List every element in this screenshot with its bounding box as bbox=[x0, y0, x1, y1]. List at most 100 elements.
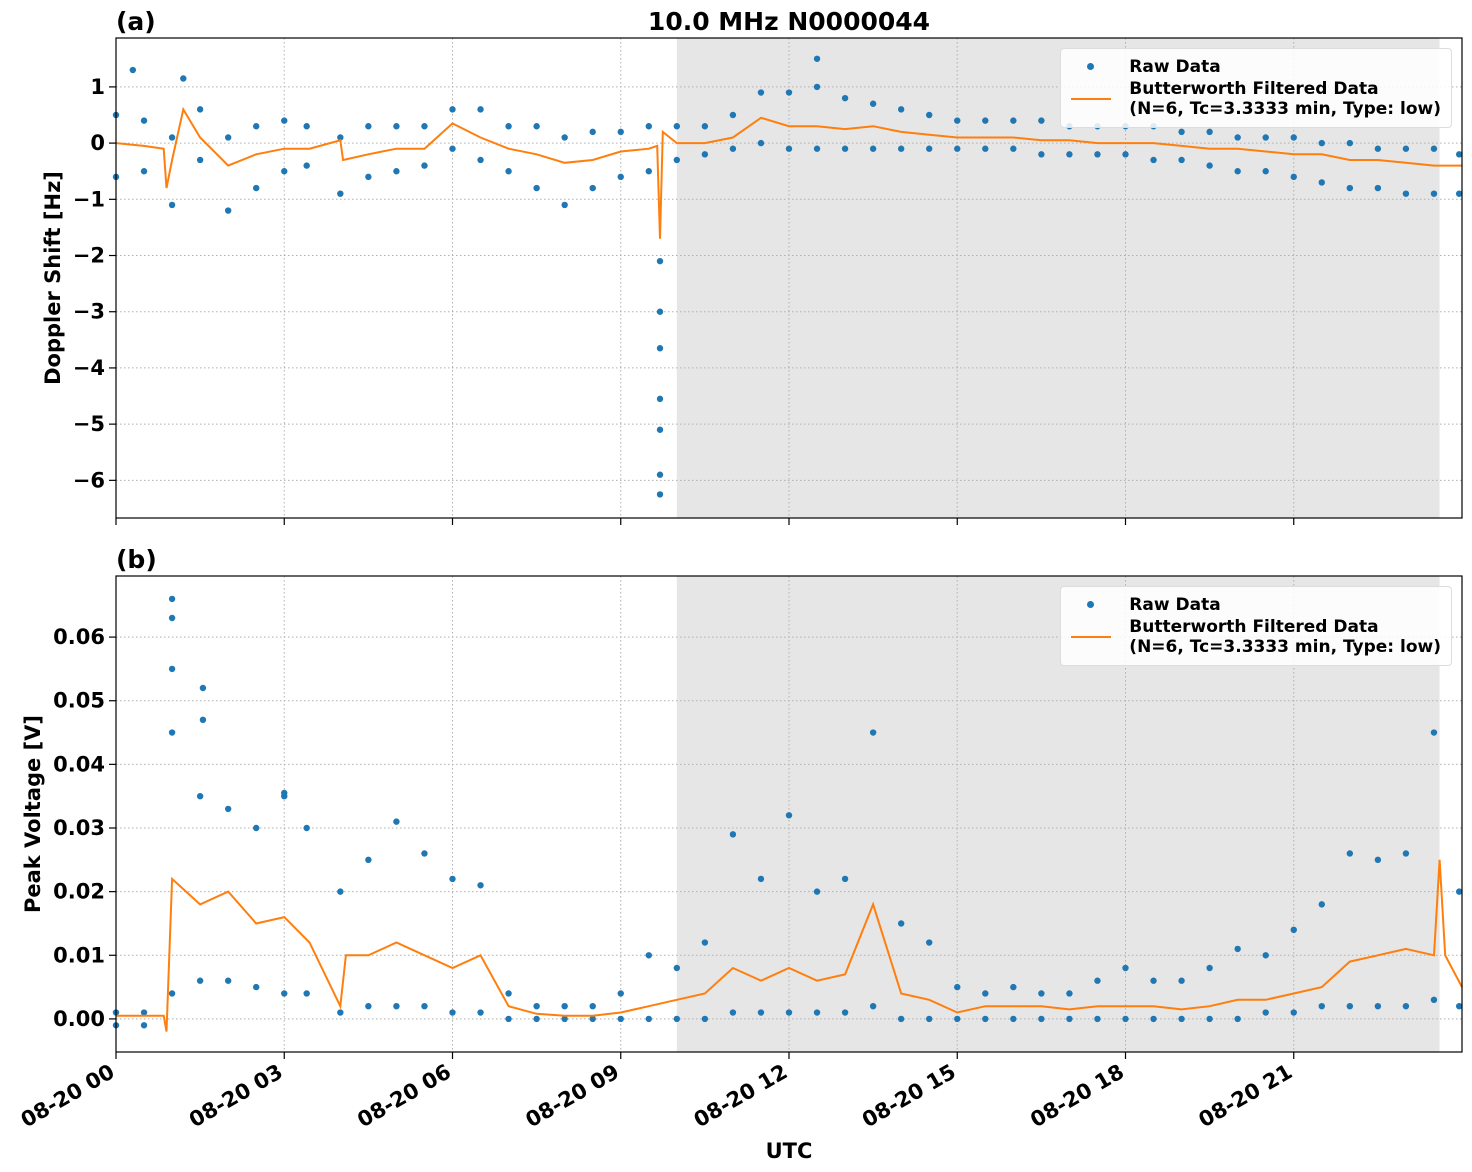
raw-point bbox=[701, 939, 709, 946]
raw-point bbox=[926, 939, 933, 946]
raw-point bbox=[1206, 964, 1213, 972]
raw-point bbox=[533, 184, 540, 192]
legend: Raw Data Butterworth Filtered Data (N=6, … bbox=[1060, 48, 1452, 128]
raw-point bbox=[1318, 179, 1325, 186]
raw-point bbox=[982, 117, 989, 124]
raw-point bbox=[1430, 145, 1438, 152]
raw-point bbox=[477, 106, 484, 113]
raw-point bbox=[365, 173, 372, 181]
y-tick-label: −1 bbox=[73, 187, 105, 211]
raw-point bbox=[365, 1002, 372, 1010]
raw-point bbox=[1234, 134, 1241, 141]
raw-point bbox=[253, 184, 260, 192]
raw-point bbox=[954, 145, 961, 152]
raw-point bbox=[533, 1015, 540, 1023]
x-tick-label: 08-20 03 bbox=[185, 1060, 287, 1133]
raw-point bbox=[180, 75, 187, 82]
raw-point bbox=[757, 139, 765, 147]
legend-entry: Butterworth Filtered Data (N=6, Tc=3.333… bbox=[1071, 79, 1441, 119]
raw-point bbox=[1122, 151, 1129, 158]
filtered-line bbox=[115, 106, 1462, 239]
raw-point bbox=[533, 1002, 540, 1010]
raw-point bbox=[1262, 134, 1269, 141]
raw-point bbox=[841, 1009, 849, 1016]
raw-point bbox=[589, 1015, 596, 1023]
raw-point bbox=[617, 1015, 624, 1023]
legend-key bbox=[1071, 57, 1111, 77]
raw-point bbox=[505, 990, 512, 997]
chart-title: 10.0 MHz N0000044 bbox=[648, 7, 930, 36]
raw-point bbox=[168, 134, 176, 141]
raw-point bbox=[1010, 1015, 1017, 1023]
raw-point bbox=[701, 123, 709, 130]
raw-point bbox=[393, 123, 400, 130]
y-tick-label: 0.02 bbox=[53, 880, 105, 904]
raw-point bbox=[1402, 1002, 1410, 1010]
raw-point bbox=[1178, 977, 1185, 984]
raw-point bbox=[337, 888, 344, 895]
legend-entry: Butterworth Filtered Data (N=6, Tc=3.333… bbox=[1071, 617, 1441, 657]
raw-point bbox=[337, 190, 344, 197]
raw-point bbox=[168, 614, 176, 622]
raw-point bbox=[1430, 996, 1438, 1004]
raw-point bbox=[869, 100, 877, 107]
raw-point bbox=[1262, 168, 1269, 175]
raw-point bbox=[1455, 190, 1463, 197]
raw-point bbox=[168, 665, 176, 673]
raw-point bbox=[168, 595, 176, 603]
raw-point bbox=[673, 156, 681, 164]
raw-point bbox=[729, 831, 737, 838]
raw-point bbox=[253, 983, 260, 991]
raw-point bbox=[982, 145, 989, 152]
x-tick-label: 08-20 15 bbox=[858, 1060, 960, 1133]
raw-point bbox=[196, 977, 204, 984]
raw-point bbox=[1150, 156, 1157, 164]
raw-point bbox=[926, 1015, 933, 1023]
raw-point bbox=[1374, 1002, 1382, 1010]
raw-point bbox=[897, 145, 905, 152]
raw-point bbox=[897, 1015, 905, 1023]
raw-point bbox=[1374, 856, 1382, 864]
legend-label: Raw Data bbox=[1129, 595, 1221, 615]
raw-point bbox=[1374, 145, 1382, 152]
raw-point bbox=[1374, 184, 1382, 192]
y-tick-label: −2 bbox=[73, 244, 105, 268]
raw-point bbox=[982, 1015, 989, 1023]
raw-point bbox=[1346, 184, 1354, 192]
raw-point bbox=[365, 856, 372, 864]
raw-point bbox=[1318, 901, 1325, 908]
raw-point bbox=[449, 1009, 456, 1016]
raw-point bbox=[168, 201, 176, 209]
raw-point bbox=[303, 123, 310, 130]
raw-point bbox=[757, 89, 765, 96]
raw-point bbox=[253, 824, 260, 832]
raw-point bbox=[505, 123, 512, 130]
raw-point bbox=[729, 1009, 737, 1016]
raw-point bbox=[673, 1015, 681, 1023]
raw-point bbox=[656, 426, 664, 433]
raw-point bbox=[168, 990, 176, 997]
raw-point bbox=[1402, 190, 1410, 197]
raw-point bbox=[1066, 990, 1073, 997]
raw-point bbox=[1038, 990, 1045, 997]
raw-point bbox=[656, 471, 664, 478]
raw-point bbox=[841, 94, 849, 102]
raw-point bbox=[561, 1002, 568, 1010]
legend-label: Butterworth Filtered Data (N=6, Tc=3.333… bbox=[1129, 617, 1441, 657]
raw-point bbox=[1094, 977, 1101, 984]
raw-point bbox=[1038, 1015, 1045, 1023]
raw-point bbox=[1066, 151, 1073, 158]
legend-entry: Raw Data bbox=[1071, 595, 1441, 615]
raw-point bbox=[196, 156, 204, 164]
raw-point bbox=[785, 1009, 793, 1016]
raw-point bbox=[1122, 1015, 1129, 1023]
raw-point bbox=[505, 168, 512, 175]
raw-point bbox=[1010, 117, 1017, 124]
raw-point bbox=[589, 184, 596, 192]
legend-label: Butterworth Filtered Data (N=6, Tc=3.333… bbox=[1129, 79, 1441, 119]
raw-point bbox=[954, 983, 961, 991]
x-tick-label: 08-20 12 bbox=[690, 1060, 792, 1133]
raw-point bbox=[1206, 162, 1213, 169]
raw-point bbox=[533, 123, 540, 130]
